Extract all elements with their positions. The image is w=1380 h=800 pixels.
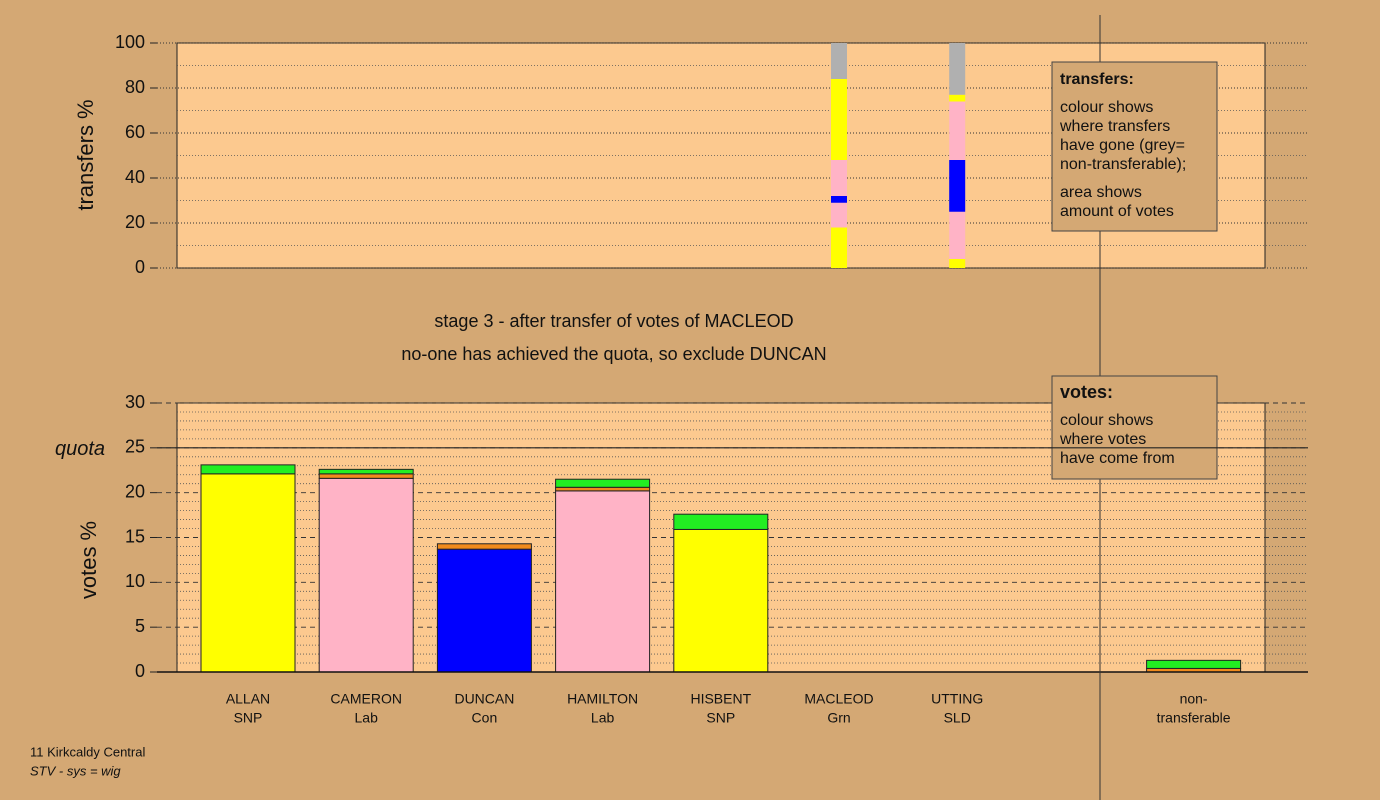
x-tick-label: HISBENT bbox=[690, 691, 751, 707]
quota-label: quota bbox=[55, 438, 105, 460]
legend-text: have come from bbox=[1060, 450, 1175, 467]
x-tick-sublabel: SLD bbox=[944, 710, 971, 726]
y-tick-label: 100 bbox=[115, 32, 145, 52]
bar-segment bbox=[555, 478, 651, 488]
bar-segment bbox=[1146, 659, 1242, 669]
bar-segment bbox=[318, 477, 414, 673]
y-tick-label: 10 bbox=[125, 571, 145, 591]
bar-segment bbox=[831, 202, 847, 228]
bar-segment bbox=[555, 486, 651, 492]
y-axis-title: votes % bbox=[76, 521, 101, 599]
legend-text: where transfers bbox=[1059, 118, 1170, 135]
bar-segment bbox=[949, 160, 966, 212]
bar-segment bbox=[673, 528, 769, 673]
x-tick-sublabel: Lab bbox=[591, 710, 615, 726]
y-tick-label: 15 bbox=[125, 526, 145, 546]
legend-text: colour shows bbox=[1060, 99, 1153, 116]
x-tick-label: non- bbox=[1180, 691, 1208, 707]
bar-segment bbox=[436, 548, 532, 673]
y-tick-label: 20 bbox=[125, 481, 145, 501]
x-tick-sublabel: SNP bbox=[234, 710, 263, 726]
legend-text: area shows bbox=[1060, 184, 1142, 201]
legend-text: colour shows bbox=[1060, 412, 1153, 429]
x-tick-label: DUNCAN bbox=[454, 691, 514, 707]
legend-text: where votes bbox=[1059, 431, 1146, 448]
x-tick-sublabel: SNP bbox=[706, 710, 735, 726]
y-axis-title: transfers % bbox=[73, 99, 98, 210]
bar-segment bbox=[436, 543, 532, 550]
bar-segment bbox=[949, 43, 966, 95]
bar-segment bbox=[318, 473, 414, 479]
y-tick-label: 30 bbox=[125, 392, 145, 412]
y-tick-label: 5 bbox=[135, 616, 145, 636]
y-tick-label: 25 bbox=[125, 437, 145, 457]
bar-segment bbox=[673, 513, 769, 530]
bar-segment bbox=[200, 464, 296, 475]
footer: 11 Kirkcaldy Central bbox=[30, 744, 145, 759]
footer: STV - sys = wig bbox=[30, 763, 121, 778]
bar-segment bbox=[555, 490, 651, 673]
bar-segment bbox=[831, 160, 847, 196]
annotation: stage 3 - after transfer of votes of MAC… bbox=[434, 311, 793, 331]
legend-box bbox=[1051, 375, 1218, 480]
legend-text: amount of votes bbox=[1060, 203, 1174, 220]
x-tick-label: CAMERON bbox=[330, 691, 402, 707]
bar-segment bbox=[831, 227, 847, 268]
legend-title: transfers: bbox=[1060, 71, 1134, 88]
bar-segment bbox=[949, 94, 966, 102]
bar-segment bbox=[949, 211, 966, 259]
marks bbox=[200, 43, 1242, 673]
legend-box bbox=[1051, 61, 1218, 232]
x-tick-sublabel: Lab bbox=[355, 710, 379, 726]
y-tick-label: 0 bbox=[135, 661, 145, 681]
x-tick-sublabel: Grn bbox=[827, 710, 850, 726]
x-tick-label: MACLEOD bbox=[804, 691, 873, 707]
bar-segment bbox=[949, 101, 966, 160]
y-tick-label: 60 bbox=[125, 122, 145, 142]
y-tick-label: 80 bbox=[125, 77, 145, 97]
legend-text: non-transferable); bbox=[1060, 156, 1186, 173]
legend-text: have gone (grey= bbox=[1060, 137, 1185, 154]
legend-title: votes: bbox=[1060, 382, 1113, 402]
x-tick-sublabel: Con bbox=[472, 710, 498, 726]
y-tick-label: 40 bbox=[125, 167, 145, 187]
bar-segment bbox=[831, 43, 847, 79]
bar-segment bbox=[949, 259, 966, 268]
x-tick-label: UTTING bbox=[931, 691, 983, 707]
bar-segment bbox=[831, 79, 847, 160]
annotation: no-one has achieved the quota, so exclud… bbox=[401, 344, 826, 364]
y-tick-label: 20 bbox=[125, 212, 145, 232]
bar-segment bbox=[200, 473, 296, 673]
bar-segment bbox=[318, 468, 414, 475]
x-tick-sublabel: transferable bbox=[1157, 710, 1231, 726]
y-tick-label: 0 bbox=[135, 257, 145, 277]
x-tick-label: ALLAN bbox=[226, 691, 270, 707]
x-tick-label: HAMILTON bbox=[567, 691, 638, 707]
bar-segment bbox=[831, 196, 847, 203]
